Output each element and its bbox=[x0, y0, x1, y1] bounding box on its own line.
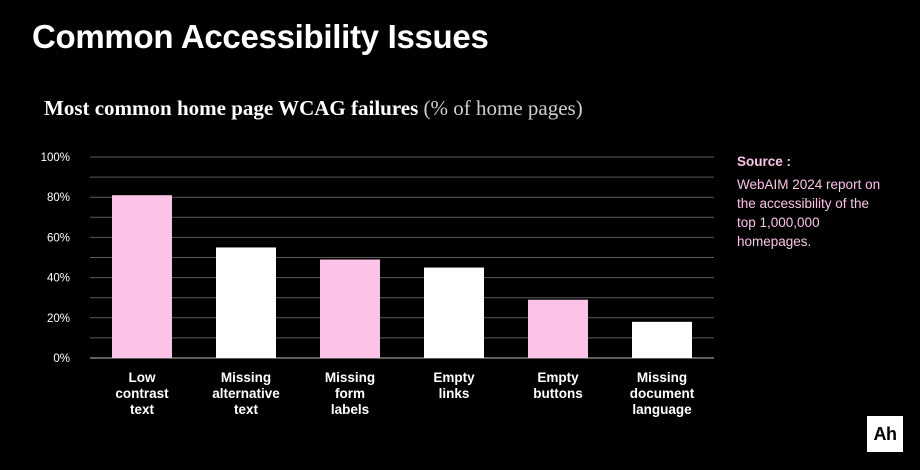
x-category-label: Missing document language bbox=[630, 370, 695, 417]
source-text: WebAIM 2024 report on the accessibility … bbox=[737, 177, 881, 249]
chart-title: Most common home page WCAG failures (% o… bbox=[44, 96, 583, 121]
y-tick-label: 20% bbox=[47, 313, 70, 325]
x-category-label-line: document bbox=[630, 386, 695, 401]
x-category-label-line: text bbox=[234, 402, 259, 417]
source-block: Source : WebAIM 2024 report on the acces… bbox=[737, 152, 887, 251]
x-category-label-line: Missing bbox=[637, 370, 687, 385]
y-tick-label: 0% bbox=[53, 353, 70, 365]
bar bbox=[424, 267, 484, 358]
x-category-label-line: labels bbox=[331, 402, 369, 417]
bar bbox=[528, 299, 588, 358]
x-category-label-line: Missing bbox=[325, 370, 375, 385]
x-category-label-line: Empty bbox=[537, 370, 579, 385]
x-category-label-line: links bbox=[439, 386, 470, 401]
bar bbox=[216, 247, 276, 358]
bar bbox=[632, 321, 692, 358]
x-category-label-line: form bbox=[335, 386, 365, 401]
bar bbox=[112, 195, 172, 358]
x-category-label: Empty links bbox=[433, 370, 475, 401]
source-label: Source : bbox=[737, 154, 792, 169]
x-category-label-line: Low bbox=[129, 370, 156, 385]
y-tick-label: 100% bbox=[41, 152, 70, 164]
y-tick-label: 40% bbox=[47, 273, 70, 285]
x-category-label-line: language bbox=[632, 402, 692, 417]
bar bbox=[320, 259, 380, 358]
x-category-label: Missing form labels bbox=[325, 370, 375, 417]
x-category-label-line: text bbox=[130, 402, 155, 417]
logo: Ah bbox=[867, 416, 903, 452]
x-category-label: Missing alternative text bbox=[212, 370, 280, 417]
chart-subtitle: (% of home pages) bbox=[423, 96, 583, 120]
page-title: Common Accessibility Issues bbox=[32, 18, 489, 55]
x-category-label: Empty buttons bbox=[533, 370, 583, 401]
x-category-label-line: Empty bbox=[433, 370, 475, 385]
chart-title-main: Most common home page WCAG failures bbox=[44, 96, 419, 120]
x-category-label-line: alternative bbox=[212, 386, 280, 401]
x-category-label-line: buttons bbox=[533, 386, 583, 401]
x-category-label: Low contrast text bbox=[115, 370, 169, 417]
x-category-label-line: contrast bbox=[115, 386, 169, 401]
y-tick-label: 60% bbox=[47, 232, 70, 244]
x-category-label-line: Missing bbox=[221, 370, 271, 385]
y-tick-label: 80% bbox=[47, 192, 70, 204]
